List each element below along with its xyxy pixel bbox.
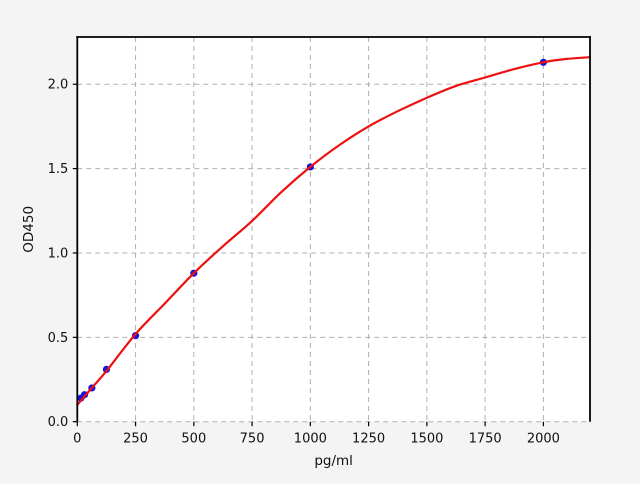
- x-tick-label: 0: [73, 432, 81, 447]
- x-tick-label: 1750: [469, 432, 502, 447]
- x-tick-label: 500: [181, 432, 206, 447]
- x-tick-label: 250: [123, 432, 148, 447]
- y-tick-label: 1.5: [48, 162, 69, 177]
- x-tick-label: 1500: [410, 432, 443, 447]
- y-tick-label: 1.0: [48, 246, 69, 261]
- axis-tick-labels: 0 250 500 750 1000 1250 1500 1750 2000 0.0 0.5 1.0 1…: [48, 78, 560, 447]
- y-tick-label: 2.0: [48, 78, 69, 93]
- y-tick-label: 0.5: [48, 331, 69, 346]
- x-tick-label: 750: [240, 432, 265, 447]
- fit-curve: [76, 56, 592, 406]
- x-tick-label: 2000: [527, 432, 560, 447]
- x-tick-label: 1250: [352, 432, 385, 447]
- gridlines: [76, 37, 590, 423]
- y-tick-label: 0.0: [48, 415, 69, 430]
- plot-background: [77, 37, 591, 422]
- x-tick-label: 1000: [294, 432, 327, 447]
- x-axis-title: pg/ml: [314, 453, 353, 469]
- y-axis-title: OD450: [21, 206, 37, 253]
- data-series: [76, 56, 592, 406]
- plot-spines: [76, 36, 591, 422]
